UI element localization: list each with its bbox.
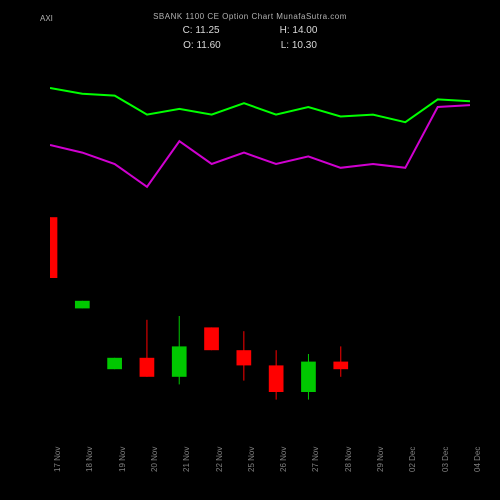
candle-body	[107, 358, 122, 369]
candle-group	[50, 217, 348, 399]
chart-header: SBANK 1100 CE Option Chart MunafaSutra.c…	[0, 12, 500, 51]
magenta-line	[50, 105, 470, 187]
x-axis-labels: 17 Nov 18 Nov 19 Nov 20 Nov 21 Nov 22 Nov 25 N…	[50, 432, 470, 482]
x-tick-label: 22 Nov	[215, 447, 224, 472]
x-tick-label: 02 Dec	[408, 447, 417, 472]
x-tick-label: 19 Nov	[118, 447, 127, 472]
chart-title: SBANK 1100 CE Option Chart MunafaSutra.c…	[0, 12, 500, 21]
x-tick-label: 25 Nov	[247, 447, 256, 472]
x-tick-label: 27 Nov	[311, 447, 320, 472]
x-tick-label: 21 Nov	[182, 447, 191, 472]
line-group	[50, 88, 470, 187]
ohlc-row-2: O: 11.60 L: 10.30	[0, 40, 500, 51]
x-tick-label: 29 Nov	[376, 447, 385, 472]
candle-body	[75, 301, 90, 309]
x-tick-label: 17 Nov	[53, 447, 62, 472]
candle-body	[269, 365, 284, 392]
candle-body	[50, 217, 57, 278]
x-tick-label: 28 Nov	[344, 447, 353, 472]
ohlc-open: O: 11.60	[183, 40, 221, 51]
plot-area	[50, 50, 470, 430]
green-line	[50, 88, 470, 122]
ohlc-close: C: 11.25	[183, 25, 220, 36]
ohlc-high: H: 14.00	[280, 25, 318, 36]
ohlc-low: L: 10.30	[281, 40, 317, 51]
candle-body	[236, 350, 251, 365]
ohlc-row: C: 11.25 H: 14.00	[0, 25, 500, 36]
x-tick-label: 03 Dec	[441, 447, 450, 472]
candle-body	[140, 358, 155, 377]
candle-body	[301, 362, 316, 392]
x-tick-label: 26 Nov	[279, 447, 288, 472]
x-tick-label: 18 Nov	[85, 447, 94, 472]
candle-body	[333, 362, 348, 370]
x-tick-label: 20 Nov	[150, 447, 159, 472]
candle-body	[204, 327, 219, 350]
candle-body	[172, 346, 187, 376]
chart-container: AXI SBANK 1100 CE Option Chart MunafaSut…	[0, 0, 500, 500]
x-tick-label: 04 Dec	[473, 447, 482, 472]
